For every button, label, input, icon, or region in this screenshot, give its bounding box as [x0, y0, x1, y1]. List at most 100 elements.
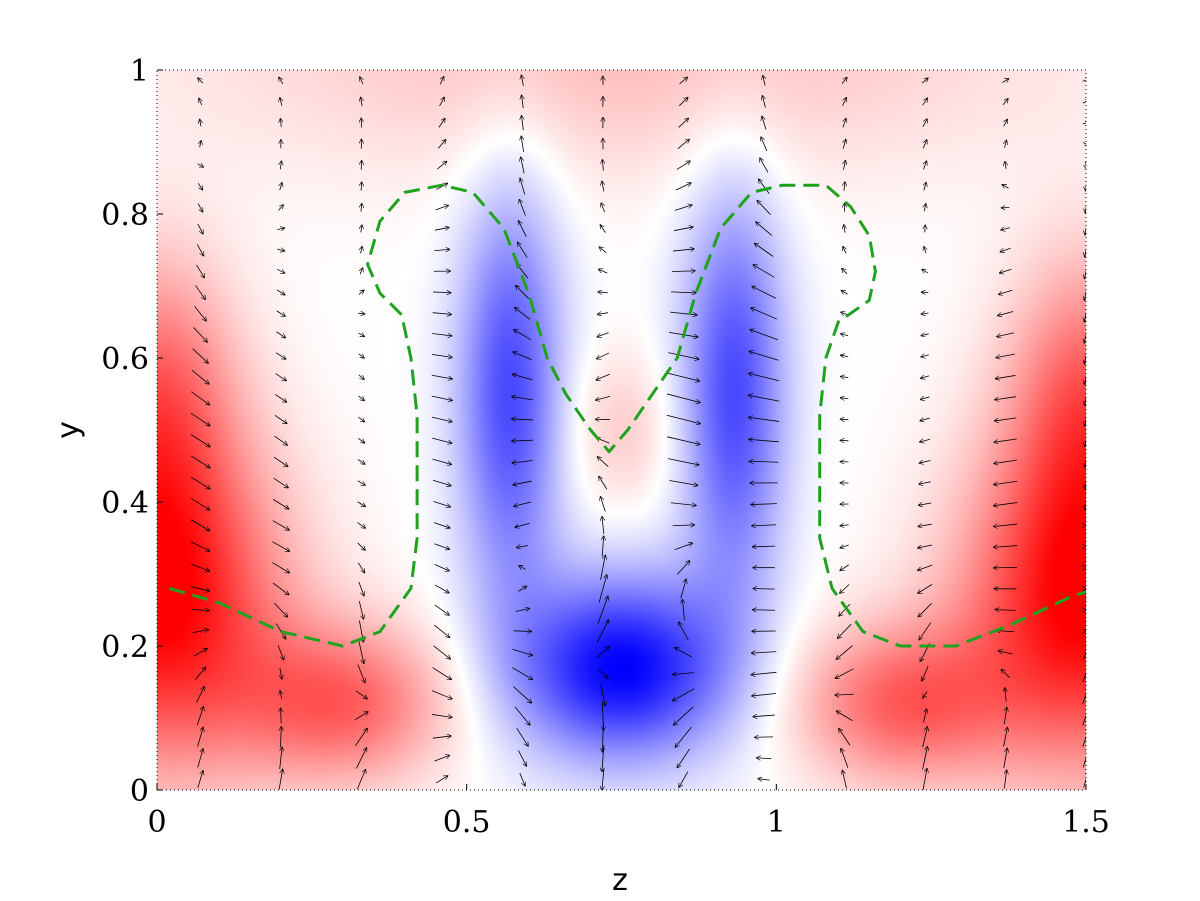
quiver-arrow	[673, 673, 694, 675]
quiver-arrow	[1085, 438, 1086, 447]
quiver-arrow	[512, 440, 533, 441]
quiver-arrow	[995, 610, 1016, 611]
quiver-arrow	[437, 140, 446, 149]
quiver-arrow	[598, 313, 609, 315]
quiver-arrow	[272, 499, 288, 509]
quiver-arrow	[512, 460, 533, 464]
quiver-arrow	[1084, 311, 1086, 321]
y-tick-label: 0.4	[101, 486, 149, 521]
quiver-arrow	[997, 332, 1015, 337]
quiver-arrow	[280, 98, 282, 106]
quiver-arrow	[191, 391, 209, 405]
quiver-arrow	[512, 419, 533, 420]
quiver-arrow	[922, 119, 927, 127]
quiver-arrow	[512, 397, 533, 401]
quiver-arrow	[193, 649, 207, 657]
quiver-arrow	[749, 439, 779, 443]
quiver-arrow	[672, 525, 695, 526]
quiver-arrow	[922, 769, 927, 790]
quiver-arrow	[273, 477, 288, 487]
quiver-arrow	[602, 768, 604, 790]
quiver-arrow	[672, 249, 694, 251]
quiver-arrow	[1005, 688, 1006, 702]
quiver-arrow	[1085, 247, 1086, 256]
quiver-arrow	[677, 561, 689, 575]
quiver-arrow	[759, 179, 770, 194]
quiver-arrow	[432, 667, 452, 680]
quiver-arrow	[1083, 645, 1086, 660]
quiver-arrow	[277, 228, 284, 230]
quiver-arrow	[763, 76, 765, 86]
quiver-arrow	[358, 353, 364, 358]
quiver-arrow	[921, 78, 928, 84]
quiver-arrow	[440, 77, 443, 85]
quiver-arrow	[273, 602, 287, 617]
quiver-arrow	[1082, 80, 1086, 81]
quiver-arrow	[921, 397, 930, 400]
quiver-arrow	[276, 289, 285, 295]
quiver-arrow	[521, 75, 523, 86]
quiver-arrow	[1085, 226, 1086, 235]
quiver-arrow	[190, 498, 209, 509]
quiver-arrow	[998, 311, 1014, 315]
quiver-arrow	[1083, 771, 1086, 788]
quiver-arrow	[844, 225, 845, 233]
quiver-arrow	[197, 223, 203, 234]
quiver-arrow	[513, 631, 532, 632]
quiver-arrow	[434, 543, 450, 549]
quiver-arrow	[1085, 417, 1086, 425]
quiver-arrow	[358, 313, 364, 314]
quiver-arrow	[843, 140, 846, 149]
quiver-arrow	[432, 736, 451, 738]
x-tick-label: 1	[767, 805, 786, 840]
quiver-arrow	[435, 205, 448, 211]
quiver-arrow	[432, 437, 451, 443]
quiver-arrow	[1082, 122, 1086, 124]
quiver-arrow	[357, 542, 365, 550]
quiver-arrow	[518, 750, 526, 766]
quiver-arrows	[190, 75, 1086, 790]
quiver-arrow	[280, 747, 282, 770]
quiver-arrow	[1085, 459, 1086, 467]
quiver-arrow	[753, 610, 776, 611]
quiver-arrow	[600, 497, 606, 512]
quiver-arrow	[521, 116, 523, 131]
quiver-arrow	[753, 715, 775, 717]
quiver-arrow	[357, 522, 366, 528]
quiver-arrow	[918, 584, 933, 593]
quiver-arrow	[275, 623, 286, 639]
quiver-arrow	[596, 395, 611, 400]
x-tick-label: 0.5	[443, 805, 491, 840]
quiver-arrow	[666, 393, 700, 403]
quiver-arrow	[597, 332, 609, 337]
quiver-arrow	[355, 729, 368, 746]
quiver-arrow	[599, 477, 608, 490]
quiver-arrow	[679, 77, 688, 85]
quiver-arrow	[749, 395, 780, 402]
quiver-arrow	[191, 369, 209, 384]
quiver-arrow	[840, 525, 849, 526]
quiver-arrow	[273, 456, 287, 466]
quiver-arrow	[193, 327, 208, 342]
quiver-arrow	[920, 439, 931, 442]
quiver-arrow	[196, 244, 203, 255]
quiver-arrow	[280, 668, 282, 679]
quiver-arrow	[762, 116, 767, 130]
quiver-arrow	[192, 348, 208, 363]
quiver-arrow	[358, 416, 364, 422]
quiver-arrow	[678, 118, 689, 128]
quiver-arrow	[1000, 268, 1012, 273]
quiver-arrow	[670, 502, 696, 506]
quiver-arrow	[751, 504, 777, 505]
quiver-arrow	[994, 502, 1018, 506]
quiver-arrow	[920, 460, 931, 463]
quiver-arrow	[275, 394, 286, 402]
quiver-arrow	[431, 353, 452, 357]
quiver-arrow	[434, 227, 449, 231]
quiver-arrow	[515, 308, 531, 320]
quiver-arrow	[275, 373, 286, 381]
quiver-arrow	[753, 589, 775, 590]
quiver-arrow	[513, 352, 532, 361]
quiver-arrow	[272, 520, 289, 530]
heatmap	[157, 70, 1086, 790]
